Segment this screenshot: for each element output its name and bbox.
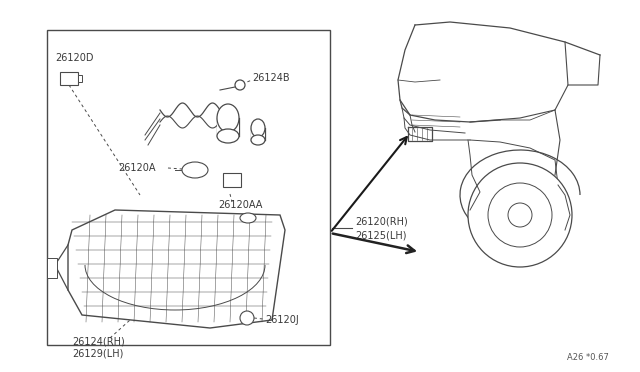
Text: A26 *0.67: A26 *0.67 (567, 353, 609, 362)
Ellipse shape (240, 213, 256, 223)
Bar (60, 72, 78, 85)
Circle shape (508, 203, 532, 227)
Text: 26120AA: 26120AA (218, 200, 262, 210)
Text: 26120(RH): 26120(RH) (355, 217, 408, 227)
Circle shape (488, 183, 552, 247)
Bar (251, 126, 265, 140)
Polygon shape (68, 210, 285, 328)
Bar (47, 258, 57, 278)
Text: 26124B: 26124B (252, 73, 290, 83)
Circle shape (468, 163, 572, 267)
Circle shape (240, 311, 254, 325)
Text: 26120J: 26120J (265, 315, 299, 325)
Text: 26129(LH): 26129(LH) (72, 348, 124, 358)
Ellipse shape (217, 129, 239, 143)
Ellipse shape (182, 162, 208, 178)
Bar (217, 114, 239, 136)
Ellipse shape (251, 119, 265, 137)
Text: 26120A: 26120A (118, 163, 156, 173)
Text: 26120D: 26120D (55, 53, 93, 63)
Circle shape (235, 80, 245, 90)
Ellipse shape (217, 104, 239, 132)
Bar (223, 173, 241, 187)
Text: 26124(RH): 26124(RH) (72, 337, 125, 347)
Bar (78, 75, 82, 82)
Ellipse shape (251, 135, 265, 145)
Text: 26125(LH): 26125(LH) (355, 231, 406, 241)
Bar (47, 30, 330, 345)
